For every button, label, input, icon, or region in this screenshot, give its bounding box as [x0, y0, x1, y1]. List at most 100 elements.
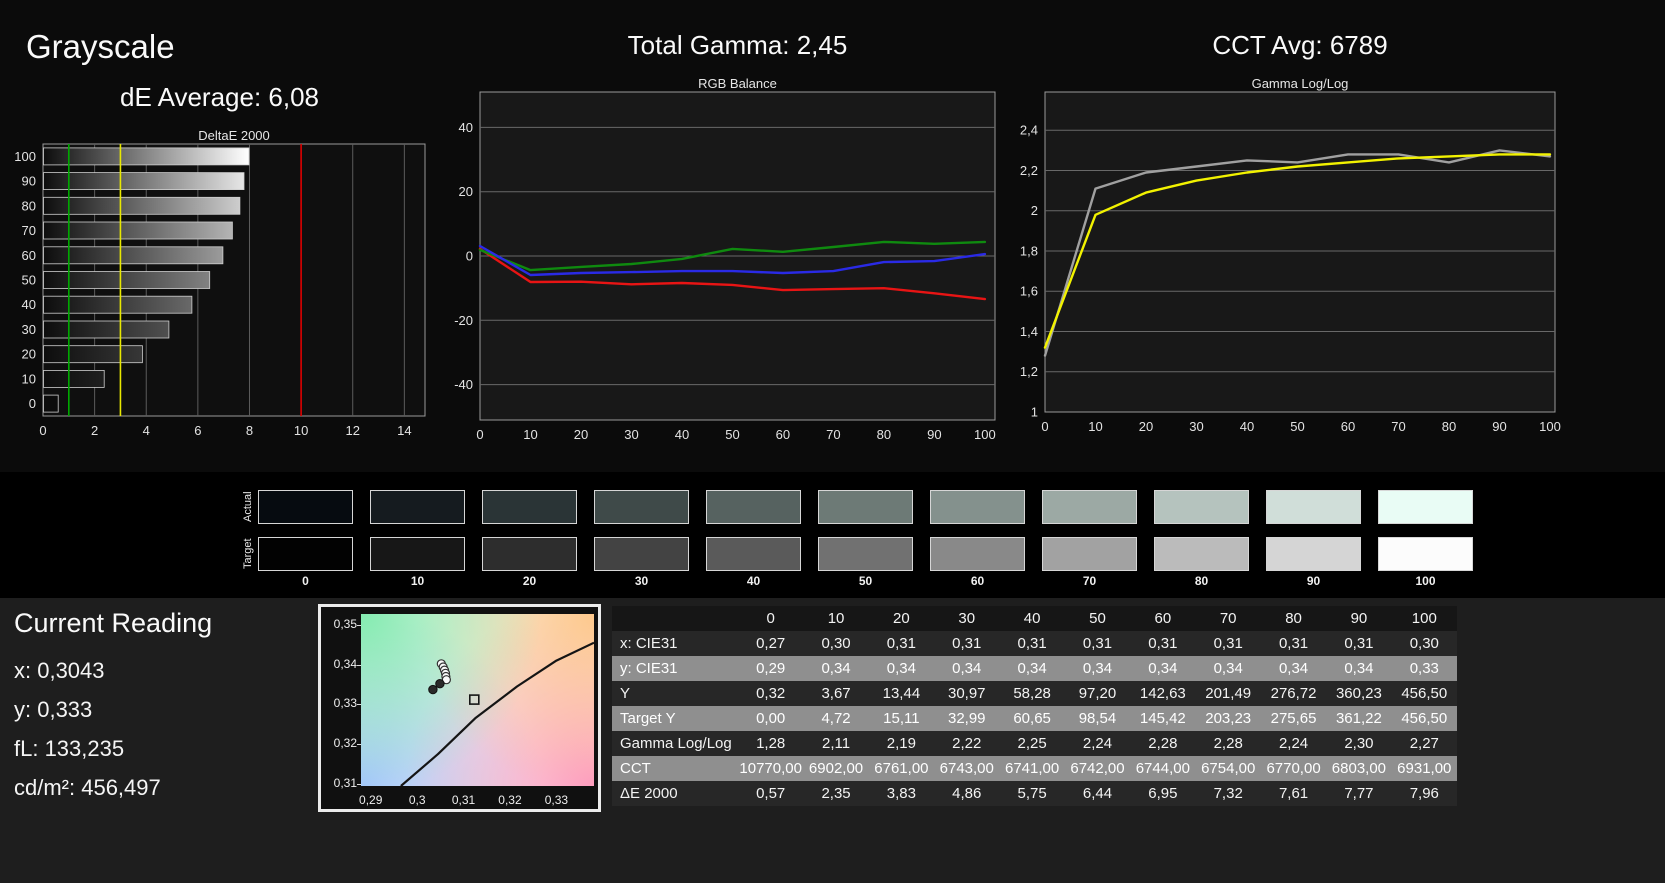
swatch-level-label: 50: [858, 574, 873, 588]
table-header-cell: 50: [1064, 606, 1131, 631]
target-swatch-10: [370, 537, 465, 571]
xtick-label: 30: [624, 427, 638, 442]
table-cell: 7,77: [1326, 781, 1392, 806]
actual-swatch-10: [370, 490, 465, 524]
target-swatch-70: [1042, 537, 1137, 571]
table-cell: 6,44: [1064, 781, 1131, 806]
deltae-bar: [43, 172, 245, 190]
table-cell: 0,31: [868, 631, 935, 656]
cie-tick-mark: [357, 624, 361, 626]
deltae-bar: [43, 394, 59, 413]
deltae-bar: [43, 320, 170, 339]
xtick-label: 80: [1442, 419, 1456, 434]
gamma-chart-title: Gamma Log/Log: [1251, 76, 1349, 91]
deltae-xtick-label: 8: [246, 423, 253, 438]
cie-gradient-area: [361, 614, 594, 786]
table-cell: 0,32: [738, 681, 804, 706]
table-cell: 32,99: [934, 706, 1000, 731]
table-cell: 30,97: [934, 681, 1000, 706]
table-cell: 0,34: [1195, 656, 1261, 681]
xtick-label: 20: [574, 427, 588, 442]
table-cell: 0,31: [1260, 631, 1327, 656]
table-cell: 0,57: [738, 781, 804, 806]
deltae-bar: [43, 196, 241, 215]
xtick-label: 10: [523, 427, 537, 442]
swatch-level-label: 90: [1306, 574, 1321, 588]
cie-tick-mark: [357, 784, 361, 785]
xtick-label: 100: [974, 427, 996, 442]
ytick-label: 1,6: [1020, 284, 1038, 299]
deltae-bar: [43, 295, 193, 314]
total-gamma-value: Total Gamma: 2,45: [627, 30, 848, 60]
actual-swatch-70: [1042, 490, 1137, 524]
table-cell: 7,61: [1260, 781, 1327, 806]
table-row-label: Target Y: [612, 706, 738, 731]
table-cell: 0,34: [803, 656, 869, 681]
ytick-label: 20: [459, 184, 473, 199]
deltae-category-label: 100: [14, 149, 36, 164]
table-cell: 2,19: [868, 731, 935, 756]
rgb-balance-chart[interactable]: -40 -20 0 20 40 0 10 20 30 40 50 60 70 80 90 100: [422, 88, 1002, 444]
table-cell: 0,30: [803, 631, 869, 656]
measurement-point-filled: [435, 679, 445, 689]
table-cell: 2,11: [803, 731, 869, 756]
target-swatch-30: [594, 537, 689, 571]
table-row: Y 0,32 3,67 13,44 30,97 58,28 97,20 142,63 201,4…: [612, 681, 1457, 706]
measured-gray-series-line: [1043, 149, 1552, 357]
table-cell: 456,50: [1391, 681, 1457, 706]
table-cell: 2,24: [1064, 731, 1131, 756]
cie-chromaticity-chart[interactable]: 0,31 0,32 0,33 0,34 0,35 0,29 0,3 0,31 0,32 0,33: [318, 604, 601, 812]
target-swatch-60: [930, 537, 1025, 571]
table-cell: 0,34: [934, 656, 1000, 681]
measurement-point-filled: [428, 684, 438, 695]
target-swatch-40: [706, 537, 801, 571]
table-row-label: ΔE 2000: [612, 781, 738, 806]
table-cell: 2,27: [1391, 731, 1457, 756]
table-cell: 4,72: [803, 706, 869, 731]
deltae-category-label: 50: [22, 273, 36, 288]
xtick-label: 0: [476, 427, 483, 442]
table-cell: 0,31: [1195, 631, 1261, 656]
cct-average-value: CCT Avg: 6789: [1212, 30, 1388, 60]
table-row-label: Y: [612, 681, 738, 706]
actual-swatch-20: [482, 490, 577, 524]
table-cell: 2,25: [999, 731, 1065, 756]
actual-swatch-50: [818, 490, 913, 524]
swatch-level-label: 40: [746, 574, 761, 588]
reading-cdm2: cd/m²: 456,497: [14, 775, 161, 800]
table-cell: 6743,00: [934, 756, 1000, 781]
deltae-category-label: 70: [22, 223, 36, 238]
table-cell: 0,34: [1326, 656, 1392, 681]
table-cell: 98,54: [1064, 706, 1131, 731]
swatch-level-label: 100: [1415, 574, 1436, 588]
ytick-label: 2: [1031, 203, 1038, 218]
table-cell: 142,63: [1130, 681, 1196, 706]
table-cell: 2,22: [934, 731, 1000, 756]
xtick-label: 70: [1391, 419, 1405, 434]
table-cell: 145,42: [1130, 706, 1196, 731]
blue-series-line: [478, 244, 987, 277]
gamma-loglog-chart[interactable]: 1 1,2 1,4 1,6 1,8 2 2,2 2,4 0 10 20 30 40 50 60 70 80 90 1…: [988, 88, 1588, 440]
cie-xtick-label: 0,33: [544, 793, 569, 807]
table-cell: 60,65: [999, 706, 1065, 731]
table-header-cell: [612, 606, 738, 631]
ytick-label: 0: [466, 249, 473, 264]
table-row: Target Y 0,00 4,72 15,11 32,99 60,65 98,54 145,…: [612, 706, 1457, 731]
table-cell: 3,83: [868, 781, 935, 806]
swatch-level-label: 30: [634, 574, 649, 588]
table-cell: 6742,00: [1064, 756, 1131, 781]
xtick-label: 0: [1041, 419, 1048, 434]
deltae-xtick-label: 4: [143, 423, 150, 438]
deltae-category-label: 30: [22, 322, 36, 337]
red-series-line: [478, 247, 987, 301]
table-header-cell: 90: [1326, 606, 1392, 631]
table-cell: 203,23: [1195, 706, 1261, 731]
xtick-label: 60: [776, 427, 790, 442]
swatch-grid: [258, 490, 1473, 571]
deltae-bar: [43, 221, 233, 240]
cie-tick-mark: [357, 744, 361, 746]
swatch-level-label: 20: [522, 574, 537, 588]
cie-overlay: [400, 641, 594, 786]
table-cell: 0,30: [1391, 631, 1457, 656]
